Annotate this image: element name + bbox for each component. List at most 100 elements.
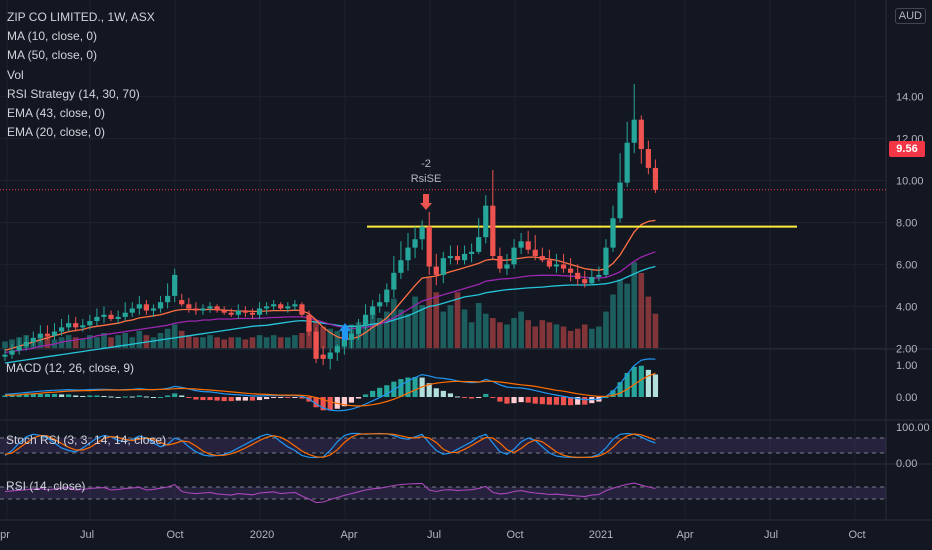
candle-body xyxy=(108,314,114,319)
volume-bar xyxy=(398,309,404,348)
candle-body xyxy=(221,310,227,313)
macd-histogram-bar xyxy=(511,397,517,404)
macd-histogram-bar xyxy=(2,395,8,397)
candle-body xyxy=(122,312,128,317)
candle-body xyxy=(263,306,270,309)
macd-histogram-bar xyxy=(44,393,51,397)
macd-histogram-bar xyxy=(150,397,157,398)
macd-histogram-bar xyxy=(320,397,326,411)
volume-bar xyxy=(94,337,100,348)
macd-histogram-bar xyxy=(143,396,149,398)
candle-body xyxy=(87,321,93,326)
macd-histogram-bar xyxy=(193,397,199,400)
candle-body xyxy=(497,256,503,269)
candle-body xyxy=(582,279,588,284)
symbol-title[interactable]: ZIP CO LIMITED., 1W, ASX xyxy=(7,10,155,24)
time-axis-label: Apr xyxy=(340,529,357,541)
ema20-line xyxy=(4,219,656,352)
currency-badge[interactable]: AUD xyxy=(894,8,926,24)
macd-histogram-bar xyxy=(398,379,404,397)
macd-histogram-bar xyxy=(73,395,79,397)
sell-arrow-icon xyxy=(420,194,432,210)
legend-ema20[interactable]: EMA (20, close, 0) xyxy=(7,125,106,140)
macd-histogram-bar xyxy=(560,397,567,406)
macd-histogram-bar xyxy=(384,385,390,397)
candle-body xyxy=(249,312,256,315)
macd-histogram-bar xyxy=(58,394,65,397)
volume-bar xyxy=(263,337,270,348)
volume-bar xyxy=(532,326,539,348)
legend-ma50[interactable]: MA (50, close, 0) xyxy=(7,48,98,63)
candle-body xyxy=(596,274,602,278)
macd-histogram-bar xyxy=(370,390,376,397)
candle-body xyxy=(256,308,263,315)
macd-histogram-bar xyxy=(497,397,503,402)
candle-body xyxy=(129,308,135,313)
macd-histogram-bar xyxy=(16,394,22,397)
time-axis-label: Jul xyxy=(427,529,441,541)
volume-bar xyxy=(256,335,263,348)
candle-body xyxy=(37,333,43,338)
macd-histogram-bar xyxy=(30,393,36,397)
indicator-legend: ZIP CO LIMITED., 1W, ASX MA (10, close, … xyxy=(7,8,155,142)
volume-bar xyxy=(242,339,249,348)
volume-bar xyxy=(122,333,128,348)
volume-bar xyxy=(412,296,418,348)
macd-histogram-bar xyxy=(256,397,263,401)
price-axis-label: 4.00 xyxy=(896,301,917,313)
macd-histogram-bar xyxy=(631,366,637,397)
volume-bar xyxy=(518,311,524,348)
candle-body xyxy=(348,333,355,340)
candle-body xyxy=(384,289,390,303)
volume-bar xyxy=(285,337,291,348)
macd-pane-label[interactable]: MACD (12, 26, close, 9) xyxy=(6,361,135,375)
macd-histogram-bar xyxy=(172,393,178,397)
volume-bar xyxy=(475,303,482,348)
rsi-line xyxy=(4,482,656,504)
macd-histogram-bar xyxy=(214,397,220,401)
volume-bar xyxy=(101,333,107,348)
buy-arrow-icon xyxy=(339,323,351,340)
candle-body xyxy=(207,306,213,309)
volume-bar xyxy=(497,322,503,348)
macd-histogram-bar xyxy=(9,394,15,397)
candle-body xyxy=(412,239,418,248)
volume-bar xyxy=(525,320,531,348)
candle-body xyxy=(426,226,432,267)
macd-histogram-bar xyxy=(122,396,128,398)
candle-body xyxy=(150,308,157,311)
candle-body xyxy=(23,342,29,347)
price-axis-label: 14.00 xyxy=(896,92,924,104)
candle-body xyxy=(228,312,234,315)
volume-bar xyxy=(461,309,468,348)
volume-bar xyxy=(292,335,298,348)
candle-body xyxy=(617,182,623,219)
legend-ema43[interactable]: EMA (43, close, 0) xyxy=(7,106,106,121)
volume-bar xyxy=(249,337,256,348)
stoch-rsi-pane-label[interactable]: Stoch RSI (3, 3, 14, 14, close) xyxy=(6,433,167,447)
volume-bar xyxy=(178,330,185,348)
macd-histogram-bar xyxy=(532,397,538,404)
macd-histogram-bar xyxy=(603,397,609,398)
stoch-axis-label: 100.00 xyxy=(896,422,930,434)
candle-body xyxy=(285,306,291,309)
macd-histogram-bar xyxy=(617,382,623,397)
candle-body xyxy=(94,316,100,322)
legend-ma10[interactable]: MA (10, close, 0) xyxy=(7,29,98,44)
macd-histogram-bar xyxy=(483,393,489,397)
volume-bar xyxy=(567,330,574,348)
macd-histogram-bar xyxy=(263,397,270,400)
candle-body xyxy=(377,302,383,307)
candle-body xyxy=(391,272,397,290)
macd-axis-label: 0.00 xyxy=(896,392,917,404)
macd-histogram-bar xyxy=(461,397,468,398)
legend-volume[interactable]: Vol xyxy=(7,67,24,82)
time-axis-label: Jul xyxy=(764,529,778,541)
rsi-pane-label[interactable]: RSI (14, close) xyxy=(6,479,86,493)
candle-body xyxy=(179,300,185,305)
legend-rsi-strategy[interactable]: RSI Strategy (14, 30, 70) xyxy=(7,86,140,101)
macd-histogram-bar xyxy=(582,397,588,405)
macd-histogram-bar xyxy=(66,394,72,397)
macd-histogram-bar xyxy=(37,393,43,397)
